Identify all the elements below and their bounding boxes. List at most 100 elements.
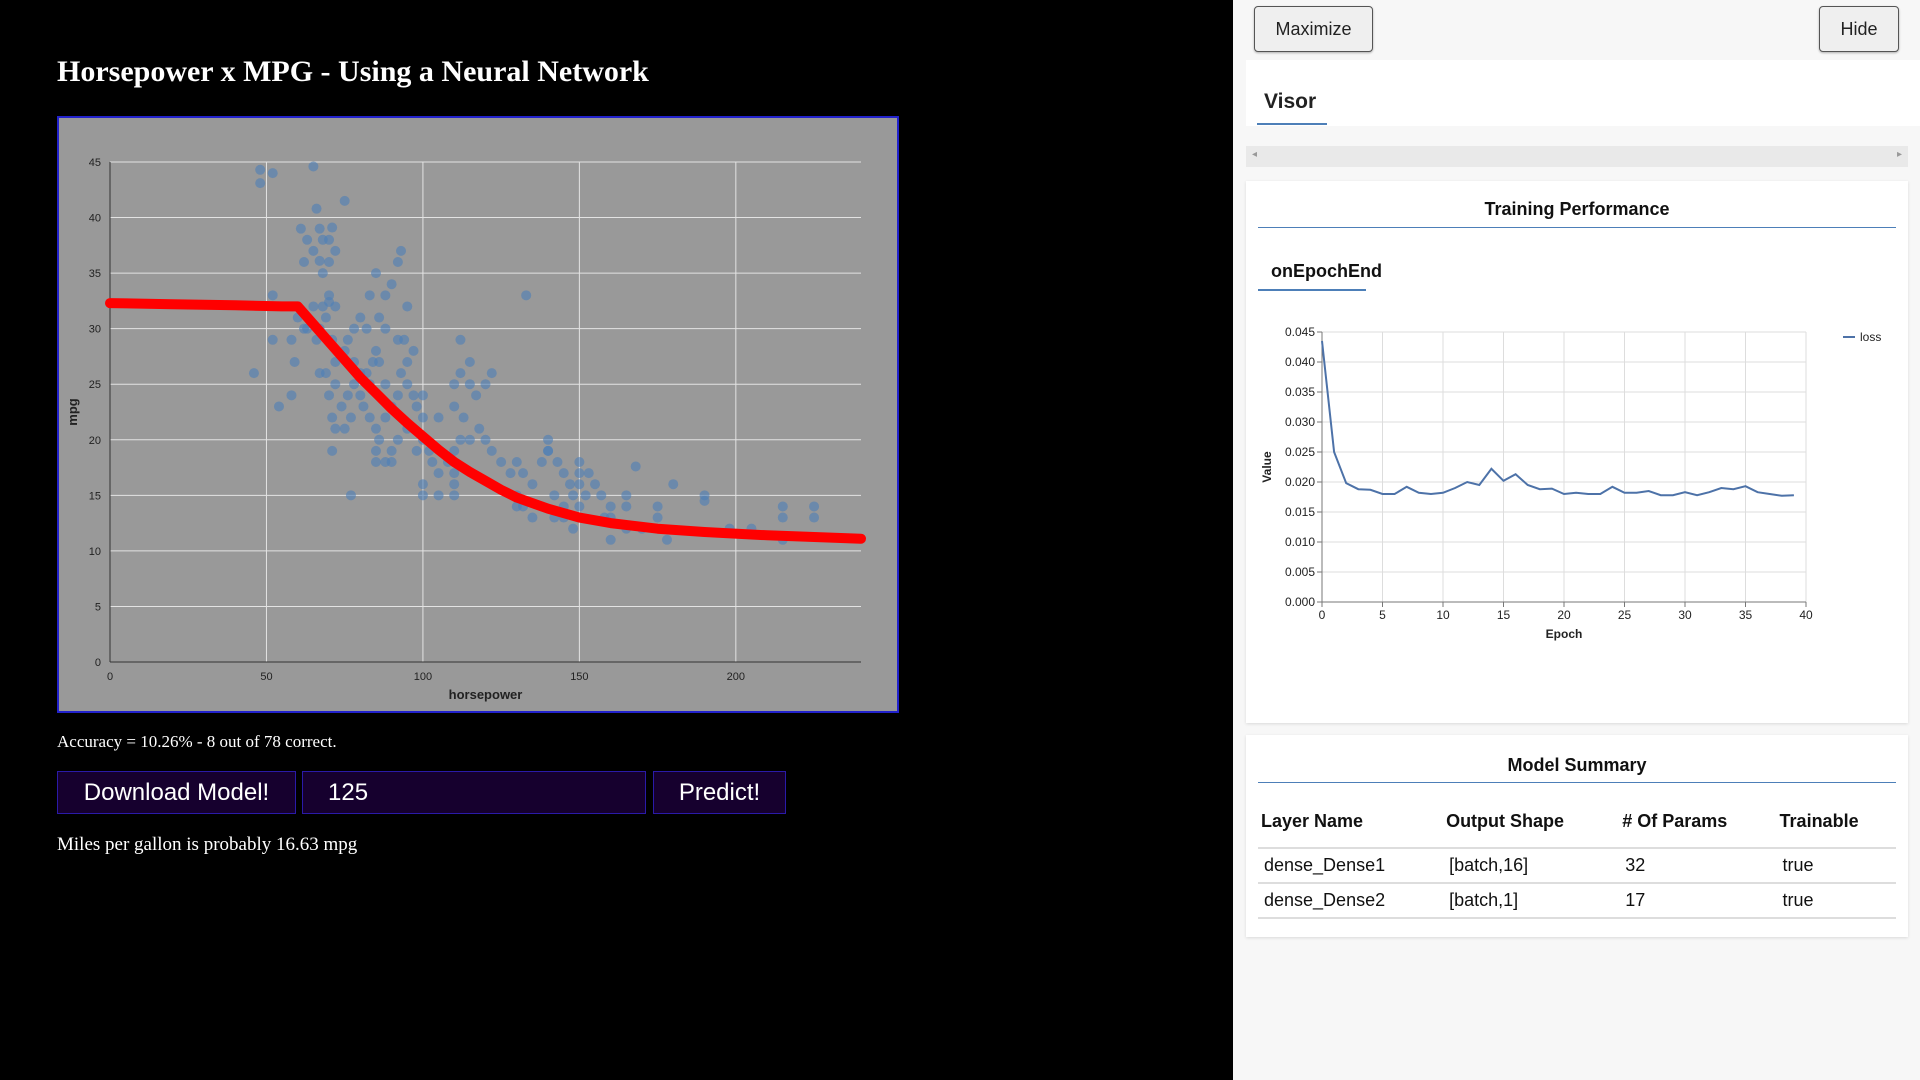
data-point [449,490,460,501]
data-point [320,312,331,323]
data-point [568,490,579,501]
y-tick-label: 0.000 [1285,595,1315,609]
y-tick-label: 40 [89,213,101,225]
x-tick-label: 200 [727,671,745,683]
data-point [471,390,482,401]
data-point [330,301,341,312]
data-point [302,234,313,245]
accuracy-text: Accuracy = 10.26% - 8 out of 78 correct. [57,732,337,751]
data-point [652,501,663,512]
data-point [590,479,601,490]
data-point [386,445,397,456]
data-point [248,368,259,379]
data-point [652,512,663,523]
output-shape-cell: [batch,16] [1443,848,1620,884]
x-tick-label: 25 [1618,608,1632,622]
data-point [374,312,385,323]
data-point [474,423,485,434]
table-row: dense_Dense1 [batch,16] 32 true [1258,848,1896,884]
data-point [417,479,428,490]
data-point [345,490,356,501]
data-point [392,257,403,267]
x-tick-label: 5 [1379,608,1386,622]
visor-scrollbar[interactable]: ◂ ▸ [1246,146,1908,167]
data-point [480,379,491,390]
training-performance-card: Training Performance onEpochEnd 0 5 10 15 20… [1246,181,1908,723]
tab-visor[interactable]: Visor [1264,90,1317,113]
y-tick-label: 0.020 [1285,475,1315,489]
data-point [314,223,325,234]
data-point [374,357,385,367]
y-tick-label: 0.005 [1285,565,1315,579]
num-params-cell: 17 [1619,883,1777,919]
data-point [464,357,475,367]
data-point [345,412,356,423]
data-point [464,379,475,390]
maximize-button[interactable]: Maximize [1254,6,1373,52]
data-point [605,501,616,512]
data-point [308,245,319,256]
data-point [330,245,341,256]
layer-name-cell: dense_Dense1 [1258,848,1444,884]
loss-svg: 0 5 10 15 20 25 30 35 40 0.000 0.005 0.010 0.015 0.02… [1260,325,1881,641]
data-point [527,512,538,523]
data-point [396,368,407,379]
data-point [411,445,422,456]
title-divider [1258,782,1896,783]
data-point [392,334,403,345]
data-point [536,457,547,467]
layer-name-cell: dense_Dense2 [1258,883,1444,919]
data-point [380,412,391,423]
data-point [327,412,338,423]
trainable-cell: true [1776,883,1896,919]
y-tick-label: 35 [89,268,101,280]
data-point [433,468,444,479]
data-point [327,445,338,456]
data-point [605,534,616,545]
header-trainable: Trainable [1776,795,1896,849]
data-point [574,479,585,490]
data-point [402,379,413,390]
download-model-button[interactable]: Download Model! [57,771,296,814]
data-point [480,434,491,445]
predict-button[interactable]: Predict! [653,771,786,814]
data-point [630,461,641,472]
data-point [314,255,325,266]
table-row: dense_Dense2 [batch,1] 17 true [1258,883,1896,919]
x-axis-label: horsepower [449,687,523,702]
x-tick-label: 35 [1739,608,1753,622]
data-point [449,445,460,456]
data-point [364,412,375,423]
data-point [267,290,278,301]
data-point [408,390,419,401]
data-point [324,257,335,267]
x-tick-label: 10 [1436,608,1450,622]
data-point [411,401,422,412]
model-summary-card: Model Summary Layer Name Output Shape # … [1246,735,1908,937]
y-tick-label: 30 [89,324,101,336]
prediction-text: Miles per gallon is probably 16.63 mpg [57,834,358,855]
hide-button[interactable]: Hide [1819,6,1899,52]
data-point [336,401,347,412]
data-point [496,457,507,467]
data-point [317,268,328,279]
data-point [392,390,403,401]
training-performance-title: Training Performance [1484,199,1670,219]
trainable-cell: true [1776,848,1896,884]
data-point [417,490,428,501]
y-tick-label: 0.010 [1285,535,1315,549]
data-point [518,468,529,479]
data-point [455,334,466,345]
x-tick-label: 30 [1678,608,1692,622]
data-point [458,412,469,423]
scroll-left-icon[interactable]: ◂ [1252,149,1258,160]
data-point [342,390,353,401]
data-point [699,495,710,506]
data-point [255,178,266,189]
scroll-right-icon[interactable]: ▸ [1896,149,1902,160]
data-point [408,345,419,356]
data-point [386,457,397,467]
data-point [464,434,475,445]
horsepower-input[interactable] [302,771,646,814]
data-point [286,334,297,345]
